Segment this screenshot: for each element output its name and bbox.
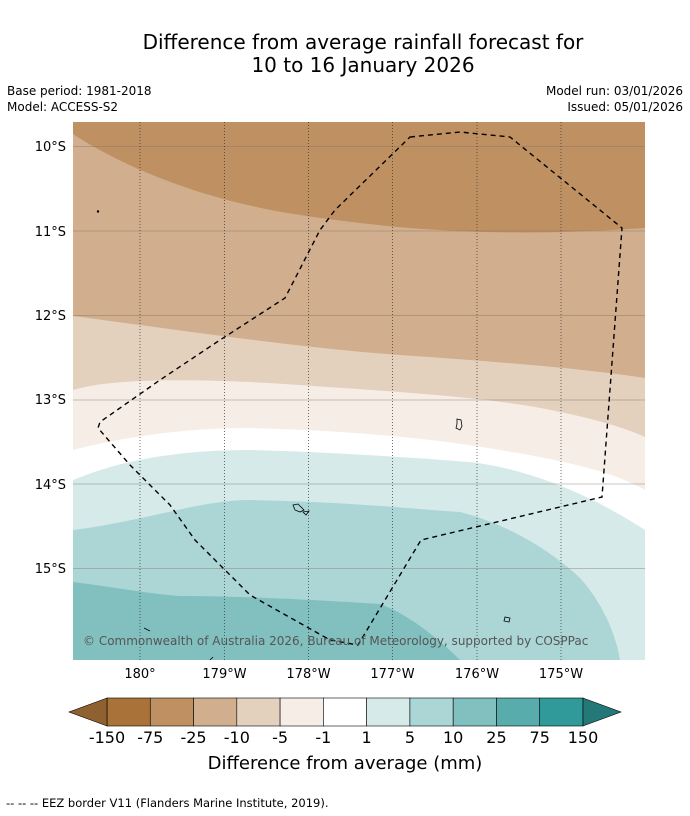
- lat-label-13s: 13°S: [35, 393, 66, 408]
- colorbar-tick-label: -25: [180, 728, 207, 747]
- colorbar-title: Difference from average (mm): [0, 753, 690, 774]
- lat-label-10s: 10°S: [35, 140, 66, 155]
- colorbar-under-arrow: [68, 697, 108, 727]
- lon-label-178w: 178°W: [286, 667, 330, 682]
- colorbar-tick-label: 1: [361, 728, 372, 747]
- colorbar-tick-label: -150: [88, 728, 126, 747]
- colorbar-tick-label: -10: [223, 728, 250, 747]
- colorbar-segment: [409, 697, 454, 727]
- meta-right: Model run: 03/01/2026 Issued: 05/01/2026: [546, 83, 683, 115]
- chart-title: Difference from average rainfall forecas…: [0, 31, 690, 77]
- graticule: [73, 122, 645, 660]
- lon-label-176w: 176°W: [455, 667, 499, 682]
- band-pos-10: [73, 582, 460, 660]
- lon-label-177w: 177°W: [370, 667, 414, 682]
- colorbar-segment: [496, 697, 541, 727]
- colorbar-over-arrow: [582, 697, 622, 727]
- lat-label-12s: 12°S: [35, 309, 66, 324]
- colorbar-tick-label: -75: [137, 728, 164, 747]
- meta-left: Base period: 1981-2018 Model: ACCESS-S2: [7, 83, 152, 115]
- map-plot-area: [73, 122, 645, 660]
- colorbar-title-text: Difference from average (mm): [207, 753, 483, 774]
- colorbar-tick-label: 10: [442, 728, 464, 747]
- colorbar-segment: [149, 697, 194, 727]
- eez-legend-text: -- -- -- EEZ border V11 (Flanders Marine…: [6, 796, 329, 810]
- colorbar-segment: [106, 697, 151, 727]
- lat-label-14s: 14°S: [35, 478, 66, 493]
- colorbar: [68, 697, 622, 727]
- eez-border: [97, 131, 623, 646]
- colorbar-tick-label: 75: [529, 728, 550, 747]
- colorbar-segment: [366, 697, 411, 727]
- colorbar-segment: [539, 697, 584, 727]
- base-period-text: Base period: 1981-2018: [7, 84, 152, 98]
- lon-label-179w: 179°W: [202, 667, 246, 682]
- colorbar-tick-label: 150: [567, 728, 599, 747]
- colorbar-tick-label: -1: [315, 728, 332, 747]
- title-line-2: 10 to 16 January 2026: [251, 53, 475, 77]
- colorbar-segment: [193, 697, 238, 727]
- issued-text: Issued: 05/01/2026: [567, 100, 683, 114]
- islands: [96, 210, 511, 660]
- colorbar-segment: [279, 697, 324, 727]
- title-line-1: Difference from average rainfall forecas…: [142, 30, 584, 54]
- colorbar-tick-label: 5: [404, 728, 415, 747]
- lat-label-15s: 15°S: [35, 562, 66, 577]
- model-text: Model: ACCESS-S2: [7, 100, 119, 114]
- colorbar-tick-label: -5: [272, 728, 289, 747]
- colorbar-segment: [236, 697, 281, 727]
- lon-label-180: 180°: [124, 667, 155, 682]
- copyright-text: © Commonwealth of Australia 2026, Bureau…: [83, 634, 588, 648]
- colorbar-segment: [452, 697, 497, 727]
- lon-label-175w: 175°W: [539, 667, 583, 682]
- lat-label-11s: 11°S: [35, 225, 66, 240]
- model-run-text: Model run: 03/01/2026: [545, 84, 683, 98]
- colorbar-segment: [323, 697, 367, 727]
- colorbar-tick-label: 25: [486, 728, 507, 747]
